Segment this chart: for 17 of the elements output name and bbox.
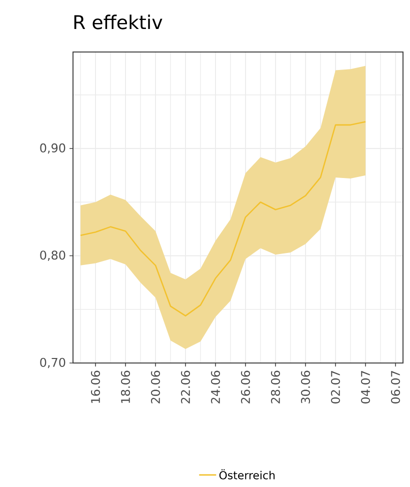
x-tick-label: 18.06 [120,370,130,403]
x-tick-label: 22.06 [180,370,190,404]
line-series [80,121,366,316]
y-tick-label: 0,80 [40,250,66,261]
chart-title: R effektiv [74,14,162,30]
x-tick-label: 20.06 [150,370,160,404]
x-tick-label: 06.07 [390,371,400,404]
x-tick-label: 24.06 [210,370,220,404]
x-tick-label: 26.06 [240,370,250,404]
x-tick-label: 28.06 [270,370,280,404]
y-tick-label: 0,90 [40,143,66,154]
x-tick-label: 16.06 [90,370,100,403]
y-tick-label: 0,70 [40,358,66,368]
x-tick-label: 02.07 [330,371,340,404]
x-tick-label: 30.06 [300,370,310,404]
x-tick-label: 04.07 [360,371,370,404]
legend-label: Österreich [219,469,275,480]
